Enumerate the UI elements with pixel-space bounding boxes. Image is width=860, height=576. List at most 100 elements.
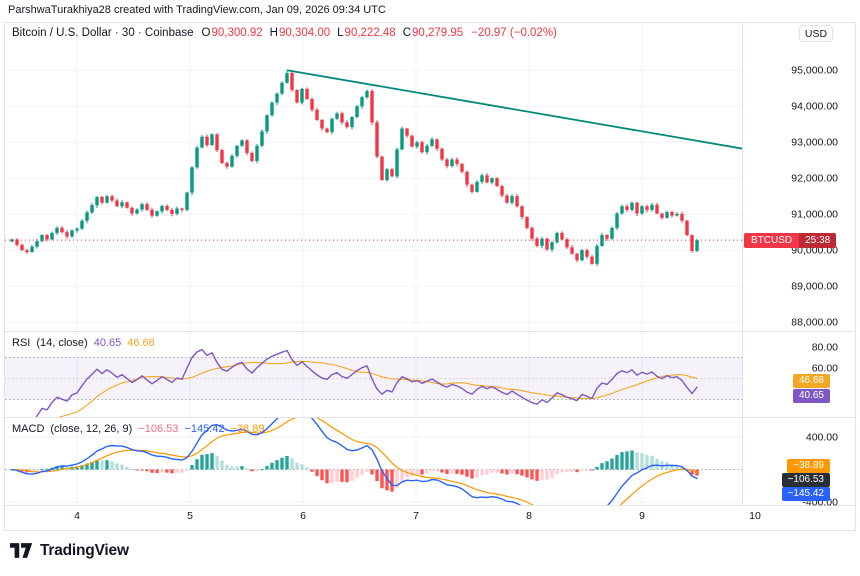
macd-histogram-bar	[460, 469, 464, 475]
macd-histogram-bar	[650, 455, 654, 470]
macd-histogram-bar	[495, 469, 499, 473]
macd-histogram-bar	[265, 466, 269, 470]
macd-histogram-bar	[340, 469, 344, 482]
candle-body	[155, 211, 159, 216]
candle-body	[525, 217, 529, 228]
candle-body	[245, 140, 249, 153]
candle-body	[460, 163, 464, 172]
macd-histogram-bar	[350, 469, 354, 481]
macd-histogram-bar	[80, 465, 84, 470]
candle-body	[120, 202, 124, 207]
candle-body	[85, 212, 89, 221]
candle-body	[440, 148, 444, 160]
macd-histogram-bar	[75, 466, 79, 470]
macd-histogram-bar	[510, 469, 514, 474]
macd-histogram-bar	[335, 469, 339, 482]
macd-histogram-bar	[345, 469, 349, 483]
candle-body	[300, 88, 304, 103]
last-price-badge: BTCUSD 25:38	[744, 233, 837, 248]
macd-histogram-bar	[565, 469, 569, 472]
candle-body	[90, 205, 94, 213]
macd-histogram-bar	[310, 469, 314, 472]
macd-histogram-bar	[395, 469, 399, 488]
candle-body	[260, 131, 264, 146]
candle-body	[450, 159, 454, 166]
macd-histogram-bar	[550, 469, 554, 478]
candle-body	[295, 90, 299, 103]
macd-histogram-bar	[275, 460, 279, 470]
candle-body	[575, 253, 579, 261]
macd-histogram-bar	[140, 469, 144, 471]
symbol-header: Bitcoin / U.S. Dollar · 30 · Coinbase O9…	[12, 27, 557, 39]
macd-histogram-bar	[230, 466, 234, 470]
macd-histogram-bar	[245, 468, 249, 470]
time-axis-label: 9	[639, 510, 645, 522]
candle-body	[210, 134, 214, 146]
macd-histogram-bar	[595, 466, 599, 470]
macd-histogram-bar	[240, 466, 244, 470]
candle-body	[415, 142, 419, 147]
macd-histogram-bar	[520, 469, 524, 476]
macd-histogram-bar	[190, 464, 194, 470]
macd-line-badge: −145.42	[781, 487, 830, 501]
candle-body	[395, 149, 399, 177]
rsi-header: RSI (14, close) 40.65 46.68	[12, 337, 155, 349]
candle-body	[400, 128, 404, 150]
macd-histogram-bar	[420, 469, 424, 475]
candle-body	[430, 139, 434, 146]
candle-body	[640, 206, 644, 214]
candle-body	[590, 256, 594, 264]
macd-title[interactable]: MACD	[12, 423, 45, 435]
candle-body	[125, 202, 129, 208]
macd-histogram-bar	[285, 455, 289, 470]
candle-body	[100, 196, 104, 203]
candle-body	[610, 227, 614, 239]
candle-body	[405, 128, 409, 136]
candle-body	[180, 208, 184, 210]
tradingview-logo-icon[interactable]	[10, 541, 34, 560]
macd-histogram-bar	[580, 469, 584, 471]
candle-body	[365, 91, 369, 98]
macd-histogram-bar	[670, 464, 674, 470]
macd-histogram-bar	[555, 469, 559, 475]
currency-toggle-button[interactable]: USD	[799, 25, 833, 42]
candle-body	[595, 245, 599, 264]
candle-body	[500, 186, 504, 196]
candle-body	[190, 167, 194, 193]
candle-body	[685, 220, 689, 236]
macd-histogram-bar	[40, 469, 44, 471]
macd-histogram-bar	[35, 469, 39, 471]
candle-body	[390, 169, 394, 177]
macd-histogram-bar	[295, 462, 299, 470]
tradingview-wordmark[interactable]: TradingView	[40, 541, 129, 559]
candle-body	[520, 206, 524, 218]
macd-line-value: −145.42	[184, 423, 225, 435]
macd-histogram-bar	[95, 460, 99, 470]
macd-params: (close, 12, 26, 9)	[50, 423, 133, 435]
time-axis-label: 5	[187, 510, 193, 522]
candle-body	[70, 230, 74, 237]
macd-histogram-bar	[430, 469, 434, 472]
macd-histogram-bar	[185, 469, 189, 471]
candle-body	[475, 181, 479, 192]
chart-frame	[4, 22, 856, 531]
candle-body	[140, 204, 144, 210]
macd-hist-badge: −106.53	[781, 473, 830, 487]
macd-histogram-bar	[385, 469, 389, 491]
symbol-title[interactable]: Bitcoin / U.S. Dollar · 30 · Coinbase	[12, 27, 194, 39]
candle-body	[410, 135, 414, 147]
rsi-title[interactable]: RSI	[12, 337, 31, 349]
macd-histogram-bar	[250, 469, 254, 472]
macd-histogram-bar	[450, 469, 454, 474]
rsi-ma-line	[58, 360, 698, 417]
candle-body	[170, 209, 174, 214]
macd-histogram-bar	[355, 469, 359, 478]
candle-body	[30, 246, 34, 252]
macd-histogram-bar	[135, 469, 139, 471]
candle-body	[375, 122, 379, 157]
macd-histogram-bar	[575, 469, 579, 473]
macd-histogram-bar	[30, 469, 34, 473]
candle-body	[220, 150, 224, 164]
macd-pane	[5, 418, 742, 505]
